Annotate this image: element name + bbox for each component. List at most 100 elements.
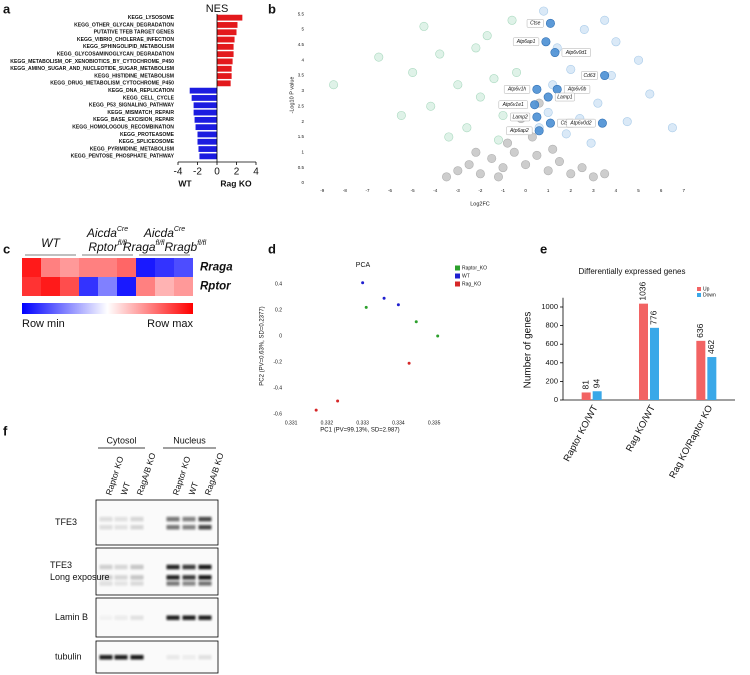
lane-label: WT (119, 481, 133, 497)
y-tick-label: 0 (554, 395, 558, 404)
point (534, 126, 544, 136)
point (530, 100, 540, 110)
bar (191, 95, 217, 101)
x-tick-label: 0 (214, 167, 220, 178)
legend-swatch (455, 265, 460, 271)
heat-cell (79, 258, 98, 277)
group-label-part: Aicda (143, 226, 174, 240)
point (512, 67, 522, 77)
x-tick-label: Rag KO/Raptor KO (667, 403, 715, 480)
blot-band (166, 655, 180, 660)
category-label: KEGG_P53_SIGNALING_PATHWAY (89, 103, 175, 109)
point (462, 123, 472, 133)
category-label: KEGG_PENTOSE_PHOSPHATE_PATHWAY (71, 154, 175, 160)
point (561, 129, 571, 139)
group-label-part: Rptor (88, 240, 118, 254)
blot-band (182, 564, 196, 570)
y-tick-label: 1.5 (298, 134, 305, 139)
point (464, 160, 474, 170)
panel-letter: d (268, 241, 276, 256)
x-tick-label: Rag KO/WT (624, 403, 658, 454)
group-label-part: Rraga (123, 240, 156, 254)
category-label: KEGG_DNA_REPLICATION (108, 88, 174, 94)
annotation: WT (178, 178, 192, 188)
value-label: 636 (695, 323, 705, 337)
point (336, 399, 340, 403)
y-tick-label: 0 (301, 180, 304, 185)
x-tick-label: 4 (253, 167, 259, 178)
point (545, 18, 555, 28)
x-tick-label: 0 (524, 188, 527, 193)
category-label: KEGG_CELL_CYCLE (123, 95, 175, 101)
y-tick-label: 3.5 (298, 73, 305, 78)
blot-band (130, 516, 144, 522)
bar (217, 43, 234, 50)
point-label: Ctsz (561, 120, 572, 126)
lane-label: RagA/B KO (203, 451, 226, 496)
y-axis-label: PC2 (PV=0.63%, SD=0.2377) (260, 306, 266, 385)
x-tick-label: -7 (365, 188, 369, 193)
category-label: KEGG_SPLICEOSOME (119, 139, 175, 145)
blot-band (130, 564, 144, 570)
blot-band (114, 615, 128, 620)
legend-swatch (697, 287, 701, 291)
superscript: fl/fl (118, 240, 127, 247)
category-label: KEGG_OTHER_GLYCAN_DEGRADATION (74, 22, 174, 28)
label-box (554, 92, 575, 102)
y-tick-label: -0.6 (273, 411, 282, 417)
point (593, 98, 603, 108)
blot-band (99, 655, 113, 660)
x-tick-label: 1 (547, 188, 550, 193)
heat-cell (174, 258, 193, 277)
lane-label: RagA/B KO (135, 451, 158, 496)
bar (217, 14, 243, 21)
category-label: KEGG_VIBRIO_CHOLERAE_INFECTION (77, 37, 174, 43)
x-tick-label: -3 (456, 188, 460, 193)
category-label: KEGG_PROTEASOME (120, 132, 175, 138)
heat-cell (155, 277, 174, 296)
category-label: KEGG_BASE_EXCISION_REPAIR (93, 117, 174, 123)
point (374, 52, 384, 62)
point (329, 80, 339, 90)
x-tick-label: 0.334 (392, 420, 405, 426)
heat-cell (98, 277, 117, 296)
point (444, 132, 454, 142)
bar (217, 36, 235, 43)
superscript: fl/fl (197, 240, 206, 247)
y-tick-label: 3 (301, 88, 304, 93)
lane-label: WT (187, 481, 201, 497)
y-tick-label: 200 (545, 376, 558, 385)
blot-band (198, 655, 212, 660)
point (548, 144, 558, 154)
bar (199, 153, 217, 160)
blot-band (198, 615, 212, 620)
fraction-label: Cytosol (106, 435, 136, 445)
bar (592, 391, 602, 400)
point (489, 74, 499, 84)
category-label: KEGG_HISTIDINE_METABOLISM (94, 73, 174, 79)
y-tick-label: 0.5 (298, 165, 305, 170)
blot-band (114, 564, 128, 570)
heat-cell (98, 258, 117, 277)
blot-band (130, 655, 144, 660)
point (487, 153, 497, 163)
bar (217, 65, 232, 72)
row-label: TFE3 (55, 517, 77, 527)
point (566, 169, 576, 179)
y-tick-label: -0.4 (273, 385, 282, 391)
point (471, 147, 481, 157)
blot-band (99, 564, 113, 570)
superscript: Cre (117, 226, 128, 233)
legend-label: Down (703, 292, 716, 298)
point (453, 166, 463, 176)
blot-band (182, 655, 196, 660)
group-label: AicdaCre (143, 226, 185, 240)
bar (217, 58, 233, 65)
blot-band (114, 655, 128, 660)
point-label: Atp6v1h (507, 87, 527, 93)
y-axis-label: Number of genes (523, 312, 534, 389)
label-box (498, 100, 528, 109)
point (600, 71, 610, 81)
bar (194, 116, 217, 123)
point (426, 101, 436, 111)
